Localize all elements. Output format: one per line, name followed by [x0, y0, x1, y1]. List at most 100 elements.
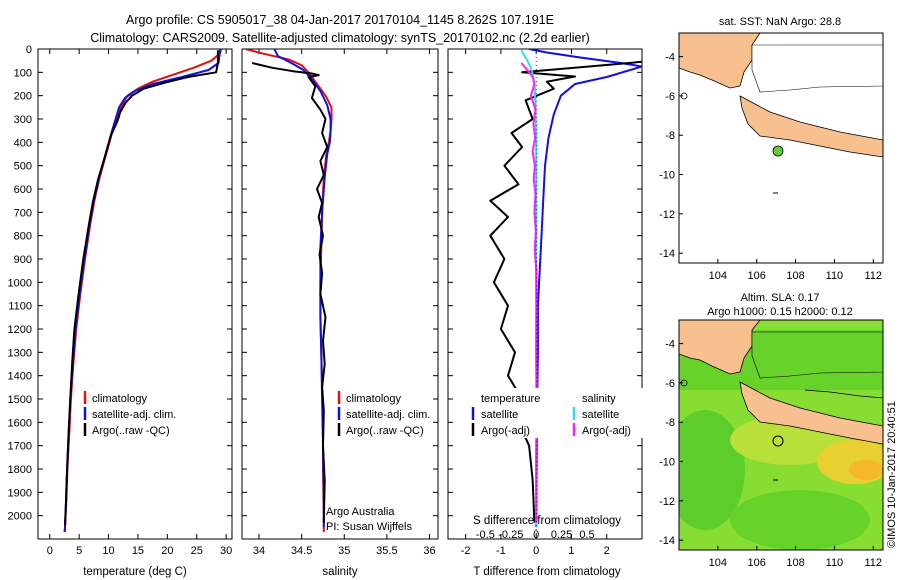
salinity-xlabel: salinity: [322, 566, 357, 578]
series-line-temperature-satellite: [528, 49, 642, 528]
legend-label-satellite: satellite-adj. clim.: [92, 409, 176, 421]
depth-tick-label: 1200: [8, 324, 32, 336]
depth-tick-label: 2000: [8, 511, 32, 523]
map-y-tick-label: -14: [659, 248, 675, 260]
legend-heading-salinity: salinity: [582, 393, 616, 405]
title-line-2: Climatology: CARS2009. Satellite-adjuste…: [90, 31, 590, 45]
map-y-tick-label: -14: [659, 535, 675, 547]
series-line-salinity-argo-adj: [520, 62, 538, 523]
map-sla-title-2: Argo h1000: 0.15 h2000: 0.12: [707, 306, 853, 318]
s-diff-tick-label: -0.25: [498, 529, 523, 541]
map-y-tick-label: -6: [665, 378, 675, 390]
x-tick-label: 20: [161, 545, 173, 557]
legend-label-t-satellite: satellite: [481, 409, 518, 421]
x-tick-label: 1: [568, 545, 574, 557]
legend-label-argo: Argo(..raw -QC): [92, 425, 170, 437]
x-tick-label: 35.5: [376, 545, 397, 557]
legend-label-s-satellite: satellite: [582, 409, 619, 421]
series-line-temperature-argo-adj: [489, 60, 642, 523]
depth-tick-label: 1100: [8, 301, 32, 313]
map-sla-java-sea: [751, 331, 883, 379]
map-sla-band-south: [730, 490, 870, 550]
depth-tick-label: 1300: [8, 347, 32, 359]
x-tick-label: 30: [220, 545, 232, 557]
map-x-tick-label: 108: [786, 270, 804, 282]
s-diff-tick-label: 0.5: [579, 529, 594, 541]
x-tick-label: 10: [102, 545, 114, 557]
difference-xlabel-top: S difference from climatology: [473, 515, 621, 527]
map-sst-nodata-region: [751, 44, 883, 93]
series-group: [245, 49, 333, 532]
series-line-argo-raw-qc: [64, 50, 219, 526]
depth-tick-label: 600: [14, 184, 32, 196]
map-y-tick-label: -4: [665, 339, 675, 351]
map-x-tick-label: 104: [709, 557, 727, 569]
legend-label-climatology: climatology: [346, 393, 402, 405]
difference-xlabel: T difference from climatology: [473, 566, 620, 578]
depth-tick-label: 800: [14, 231, 32, 243]
depth-tick-label: 900: [14, 254, 32, 266]
map-sst-title: sat. SST: NaN Argo: 28.8: [719, 16, 841, 28]
map-sla-title-1: Altim. SLA: 0.17: [741, 292, 820, 304]
title-line-1: Argo profile: CS 5905017_38 04-Jan-2017 …: [126, 13, 554, 27]
map-y-tick-label: -12: [659, 496, 675, 508]
x-tick-label: -2: [461, 545, 471, 557]
temperature-legend: climatology satellite-adj. clim. Argo(..…: [83, 391, 176, 437]
map-sla-argo-marker: [772, 435, 784, 447]
x-tick-label: -1: [496, 545, 506, 557]
series-line-satellite-adj-clim: [63, 49, 222, 533]
depth-tick-label: 1800: [8, 464, 32, 476]
temperature-xlabel: temperature (deg C): [83, 566, 187, 578]
depth-tick-label: 500: [14, 161, 32, 173]
depth-axis: 0 100 200 300 400 500 600 700 800 900 1000 1100 1200…: [8, 44, 32, 523]
legend-label-s-argo: Argo(-adj): [582, 425, 631, 437]
x-tick-label: 34.5: [291, 545, 312, 557]
depth-tick-label: 100: [14, 67, 32, 79]
annotation-pi: PI: Susan Wijffels: [326, 521, 412, 533]
series-group: [489, 49, 642, 528]
depth-tick-label: 300: [14, 114, 32, 126]
map-y-tick-label: -4: [665, 52, 675, 64]
map-y-tick-label: -12: [659, 209, 675, 221]
difference-plot-frame: [447, 48, 643, 540]
x-tick-label: 25: [191, 545, 203, 557]
map-y-tick-label: -6: [665, 91, 675, 103]
series-line-climatology: [245, 49, 333, 532]
depth-tick-label: 1000: [8, 277, 32, 289]
map-x-tick-label: 104: [709, 270, 727, 282]
map-sla-axes: 104 106 108 110 112 -4 -6 -8 -10 -12 -14: [659, 339, 882, 569]
depth-tick-label: 400: [14, 137, 32, 149]
map-sla-frame: [678, 319, 884, 551]
series-line-argo-raw-qc: [251, 62, 329, 523]
map-sst-frame: [678, 32, 884, 264]
map-x-tick-label: 112: [865, 557, 883, 569]
x-tick-label: 15: [132, 545, 144, 557]
series-group: [63, 49, 223, 533]
salinity-legend: climatology satellite-adj. clim. Argo(..…: [337, 391, 430, 437]
legend-background: [478, 388, 646, 438]
legend-label-climatology: climatology: [92, 393, 148, 405]
legend-heading-temperature: temperature: [481, 393, 540, 405]
x-tick-label: 34: [253, 545, 265, 557]
depth-tick-label: 1400: [8, 371, 32, 383]
x-tick-label: 36: [423, 545, 435, 557]
map-y-tick-label: -8: [665, 417, 675, 429]
map-sst-axes: 104 106 108 110 112 -4 -6 -8 -10 -12 -14: [659, 52, 882, 282]
s-diff-tick-label: 0: [533, 529, 539, 541]
map-x-tick-label: 108: [786, 557, 804, 569]
map-y-tick-label: -10: [659, 457, 675, 469]
series-line-satellite-adj-clim: [273, 49, 332, 528]
legend-label-satellite: satellite-adj. clim.: [346, 409, 430, 421]
map-y-tick-label: -8: [665, 130, 675, 142]
map-x-tick-label: 106: [748, 557, 766, 569]
difference-panel: -2 -1 0 1 2 -0.5 -0.25 0 0.25 0.5: [448, 48, 642, 557]
map-y-tick-label: -10: [659, 170, 675, 182]
depth-tick-label: 700: [14, 207, 32, 219]
map-x-tick-label: 110: [826, 270, 844, 282]
depth-tick-label: 1700: [8, 441, 32, 453]
map-sla-coast-north: [804, 389, 883, 399]
map-sla-land-sumatra: [679, 320, 761, 375]
map-sst-land-java: [739, 95, 883, 158]
temperature-panel: 0 5 10 15 20 25 30: [38, 48, 232, 557]
x-tick-label: 5: [76, 545, 82, 557]
